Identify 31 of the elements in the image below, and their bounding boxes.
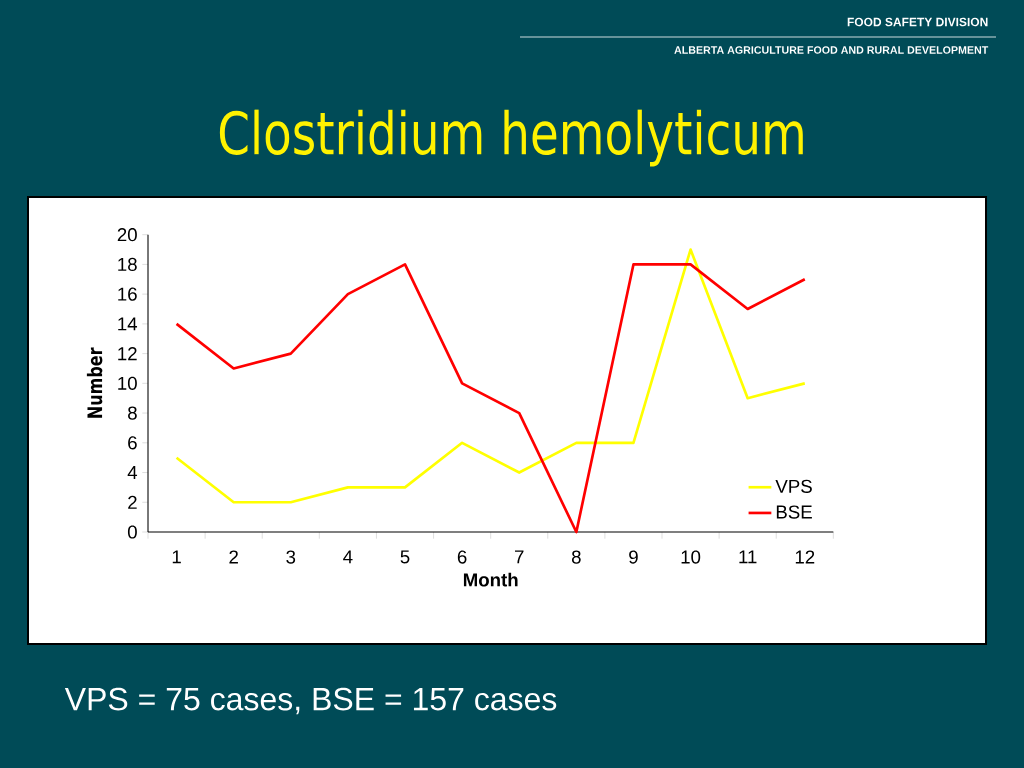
y-tick-label: 8 bbox=[128, 406, 137, 420]
y-axis-title: Number bbox=[86, 347, 103, 418]
x-tick-label: 12 bbox=[795, 550, 815, 564]
x-tick-label: 11 bbox=[739, 550, 757, 564]
y-tick-label: 12 bbox=[118, 347, 137, 361]
y-tick-label: 10 bbox=[118, 376, 137, 390]
legend-label: VPS bbox=[775, 479, 812, 493]
x-tick-label: 2 bbox=[229, 550, 238, 564]
x-tick-label: 5 bbox=[400, 550, 410, 564]
text: FOOD SAFETY DIVISION bbox=[847, 17, 988, 27]
text: ALBERTA AGRICULTURE FOOD AND RURAL DEVELOPMENT bbox=[674, 46, 989, 54]
x-axis-title: Month bbox=[463, 572, 518, 587]
x-tick-label: 10 bbox=[681, 550, 701, 564]
y-tick-label: 16 bbox=[118, 287, 137, 301]
y-tick-label: 18 bbox=[118, 257, 137, 272]
x-tick-label: 6 bbox=[457, 550, 467, 564]
y-tick-label: 20 bbox=[117, 228, 137, 242]
x-tick-label: 8 bbox=[571, 550, 581, 564]
text: VPS = 75 cases, BSE = 157 cases bbox=[64, 687, 557, 715]
y-tick-label: 14 bbox=[118, 317, 138, 331]
chart-title: Clostridium hemolyticum bbox=[219, 109, 803, 167]
y-tick-label: 0 bbox=[127, 525, 137, 539]
y-tick-label: 4 bbox=[127, 466, 138, 479]
x-tick-label: 1 bbox=[172, 550, 181, 564]
x-tick-label: 4 bbox=[343, 550, 353, 564]
x-tick-label: 9 bbox=[629, 550, 638, 564]
x-tick-label: 3 bbox=[286, 550, 296, 564]
x-tick-label: 7 bbox=[515, 550, 524, 564]
y-tick-label: 6 bbox=[128, 436, 137, 450]
legend-label: BSE bbox=[776, 505, 812, 519]
y-tick-label: 2 bbox=[128, 495, 137, 509]
